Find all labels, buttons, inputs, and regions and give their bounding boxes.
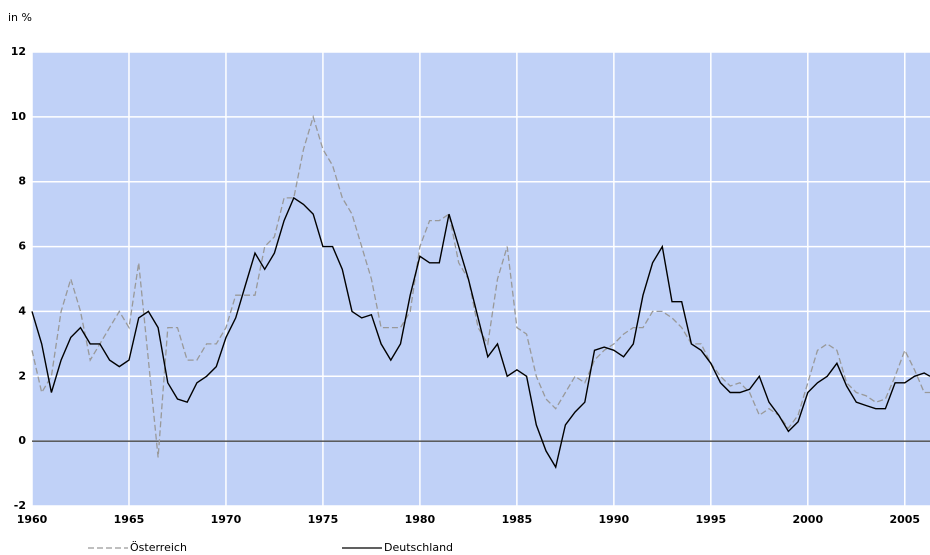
y-tick-label: 0: [18, 434, 26, 447]
x-tick-label: 1960: [17, 513, 48, 526]
y-tick-label: 2: [18, 369, 26, 382]
x-tick-label: 1970: [211, 513, 242, 526]
x-tick-label: 1995: [696, 513, 727, 526]
y-tick-label: 10: [11, 110, 27, 123]
y-tick-label: -2: [14, 499, 26, 512]
y-tick-label: 4: [18, 304, 26, 317]
x-tick-label: 2000: [792, 513, 823, 526]
x-tick-label: 1965: [114, 513, 145, 526]
legend-label: Deutschland: [384, 541, 453, 554]
legend-label: Österreich: [130, 541, 187, 554]
line-series: [31, 196, 930, 469]
x-tick-label: 1990: [599, 513, 630, 526]
y-tick-label: 6: [18, 240, 26, 253]
plot-area: [32, 52, 930, 506]
y-tick-label: 12: [11, 45, 26, 58]
y-axis-label: in %: [8, 11, 32, 24]
x-tick-label: 1975: [308, 513, 339, 526]
x-tick-label: 1985: [502, 513, 533, 526]
x-tick-label: 1980: [405, 513, 436, 526]
y-tick-label: 8: [18, 175, 26, 188]
x-tick-label: 2005: [889, 513, 920, 526]
line-series: [31, 114, 930, 458]
